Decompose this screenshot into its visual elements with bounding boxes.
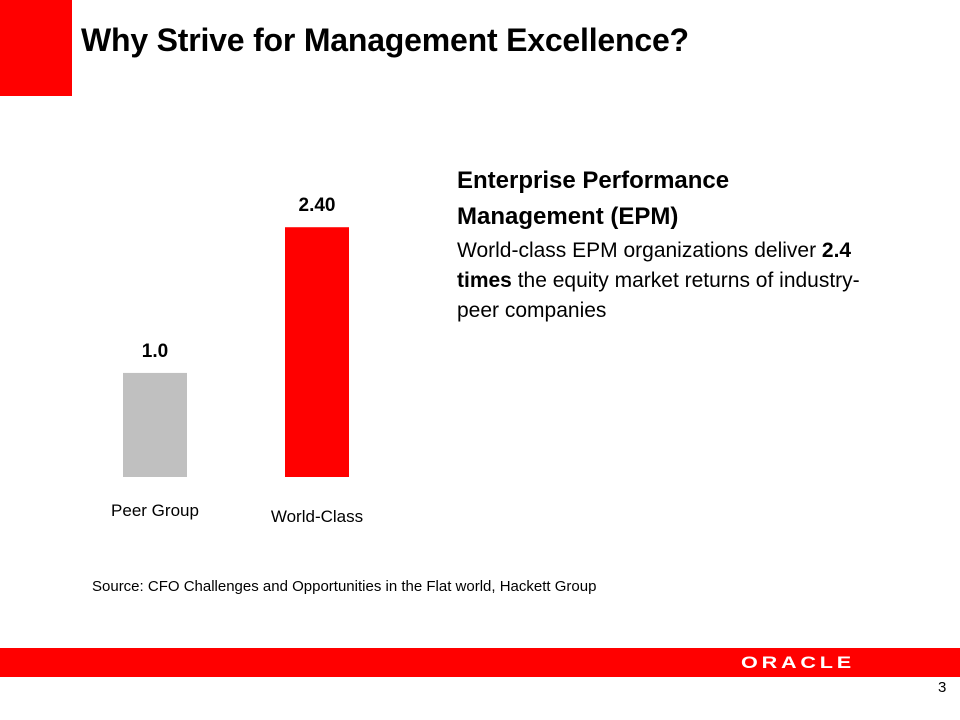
epm-body-highlight: 2.4 times — [457, 239, 852, 292]
source-note: Source: CFO Challenges and Opportunities… — [92, 578, 597, 595]
page-number: 3 — [938, 679, 947, 696]
epm-body-tail: the equity market returns of industry-pe… — [457, 269, 860, 322]
epm-body-lead: World-class EPM organizations deliver — [457, 239, 822, 262]
bar-world-class — [285, 227, 349, 477]
category-label-world-class: World-Class — [271, 507, 363, 526]
epm-text-block: Enterprise Performance Management (EPM) … — [457, 163, 877, 326]
data-label-peer-group: 1.0 — [142, 341, 168, 362]
accent-block — [0, 0, 72, 96]
category-label-peer-group: Peer Group — [111, 501, 199, 520]
oracle-logo: ORACLE — [740, 653, 858, 675]
bar-peer-group — [123, 372, 187, 477]
slide-title: Why Strive for Management Excellence? — [81, 22, 689, 58]
epm-body: World-class EPM organizations deliver 2.… — [457, 236, 877, 326]
data-label-world-class: 2.40 — [299, 195, 336, 216]
footer-bar — [0, 648, 960, 677]
epm-heading: Enterprise Performance Management (EPM) — [457, 167, 730, 230]
svg-text:ORACLE: ORACLE — [741, 654, 855, 670]
